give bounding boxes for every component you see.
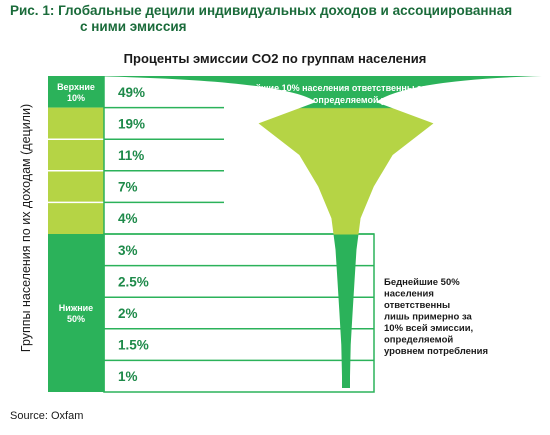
value-label-decile-4: 7% [118,180,138,195]
bottom-annotation-line-5: 10% всей эмиссии, [384,323,473,334]
value-label-decile-3: 11% [118,148,144,163]
top-annotation-line1: Богатейшие 10% населения ответственны за… [225,83,500,93]
figure-title-line1: Рис. 1: Глобальные децили индивидуальных… [10,3,513,18]
value-label-decile-8: 2% [118,306,138,321]
value-label-decile-2: 19% [118,116,145,131]
value-label-decile-5: 4% [118,211,138,226]
bottom-annotation-line-4: лишь примерно за [384,312,473,323]
bottom-annotation-line-2: населения [384,289,434,300]
group-label-0: Верхние [57,82,95,92]
group-sublabel-2: 50% [67,314,85,324]
source-note: Source: Oxfam [10,410,84,422]
figure-title: Рис. 1: Глобальные децили индивидуальных… [10,3,540,35]
chart-title: Проценты эмиссии CO2 по группам населени… [123,51,427,66]
group-label-2: Нижние [59,303,93,313]
value-label-decile-1: 49% [118,85,145,100]
emission-funnel [86,76,542,388]
value-label-decile-9: 1.5% [118,338,149,353]
value-label-decile-7: 2.5% [118,274,149,289]
bottom-annotation-line-1: Беднейшие 50% [384,277,460,288]
group-segment-0 [48,76,104,108]
value-label-decile-10: 1% [118,369,138,384]
bottom-annotation-line-7: уровнем потребления [384,346,488,357]
group-segment-2 [48,234,104,392]
figure-title-line2: с ними эмиссия [80,19,187,34]
bottom-annotation-line-3: ответственны [384,300,450,311]
lower-table-border [103,233,375,393]
value-label-decile-6: 3% [118,243,138,258]
group-sublabel-0: 10% [67,93,85,103]
top-annotation-line2: всей эмиссии, определяемой уровнем потре… [246,95,479,105]
bottom-annotation-line-6: определяемой [384,335,453,346]
